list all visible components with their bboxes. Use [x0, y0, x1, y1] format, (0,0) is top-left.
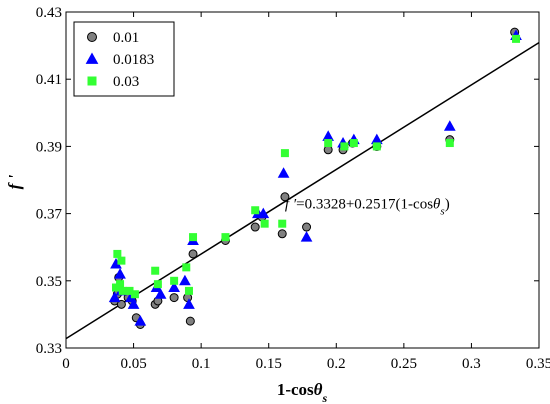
data-point [302, 222, 312, 232]
data-point [322, 130, 335, 141]
fit-equation-text: =0.3328+0.2517(1-cos [296, 197, 433, 213]
data-point [116, 299, 126, 309]
fit-equation-lhs: f ′ [285, 197, 297, 213]
data-point [512, 34, 521, 43]
legend-label: 0.03 [113, 74, 139, 90]
y-tick-label: 0.39 [36, 139, 62, 155]
y-tick-label: 0.41 [36, 72, 62, 88]
fit-equation-sub: s [440, 206, 444, 218]
data-point [117, 256, 126, 265]
data-point [372, 142, 381, 151]
legend-marker [85, 52, 99, 64]
data-point [108, 291, 121, 303]
legend-label: 0.01 [113, 30, 139, 46]
x-tick-label: 0.15 [256, 356, 282, 372]
data-point [151, 266, 160, 275]
data-point [112, 283, 121, 292]
data-point [443, 120, 456, 131]
data-point [118, 286, 127, 295]
data-point [277, 229, 287, 239]
x-tick-label: 0.05 [120, 356, 146, 372]
y-axis-label: f ' [5, 174, 24, 189]
y-tick-label: 0.33 [36, 341, 62, 357]
data-point [185, 316, 195, 326]
data-point [183, 298, 195, 309]
legend: 0.01 0.0183 0.03 [73, 21, 175, 97]
legend-marker [87, 76, 97, 86]
data-point [221, 233, 230, 242]
data-point [340, 142, 349, 151]
data-point [370, 133, 383, 145]
data-point [280, 149, 289, 158]
data-point [260, 219, 269, 228]
data-point [179, 274, 191, 286]
data-point [251, 206, 260, 215]
fit-line [65, 41, 540, 340]
data-point [189, 233, 198, 242]
data-point [445, 139, 454, 148]
fit-equation-annotation: f ′=0.3328+0.2517(1-cosθs) [285, 197, 450, 218]
data-point [250, 222, 260, 232]
data-point [280, 192, 290, 202]
legend-marker [87, 32, 97, 42]
y-tick-label: 0.43 [36, 5, 62, 21]
plot-area-frame [65, 11, 540, 349]
x-tick-label: 0.35 [526, 356, 550, 372]
x-axis-label-theta: θ [314, 380, 323, 399]
data-point [278, 219, 287, 228]
fit-equation-theta: θ [433, 197, 441, 213]
y-axis-ticks: 0.33 0.35 0.37 0.39 0.41 0.43 [36, 5, 539, 357]
data-point [154, 288, 167, 299]
y-tick-label: 0.37 [36, 207, 63, 223]
data-point [170, 276, 179, 285]
x-axis-ticks: 0 0.05 0.1 0.15 0.2 0.25 0.3 0.35 [62, 12, 550, 372]
data-point [153, 280, 162, 289]
data-points [108, 27, 522, 329]
x-tick-label: 0.2 [327, 356, 346, 372]
x-tick-label: 0.3 [462, 356, 481, 372]
data-point [182, 263, 191, 272]
data-point [188, 249, 198, 259]
x-axis-label: 1-cosθs [277, 380, 328, 404]
data-point [257, 207, 270, 219]
data-point [324, 139, 333, 148]
data-point [184, 286, 193, 295]
data-point [130, 290, 139, 299]
data-point [300, 231, 313, 242]
series-2 [108, 29, 522, 326]
data-point [349, 139, 358, 148]
data-point [114, 268, 126, 279]
legend-label: 0.0183 [113, 52, 154, 68]
data-point [169, 293, 179, 303]
data-point [277, 167, 290, 178]
x-tick-label: 0 [62, 356, 70, 372]
data-point [168, 281, 180, 293]
x-axis-label-sub: s [321, 391, 327, 404]
data-point [113, 249, 122, 258]
x-axis-label-main: 1-cos [277, 380, 314, 399]
y-tick-label: 0.35 [36, 274, 62, 290]
data-point [134, 315, 147, 326]
x-tick-label: 0.25 [391, 356, 417, 372]
series-3 [112, 34, 521, 299]
fit-equation-close: ) [445, 197, 450, 213]
data-point [127, 298, 140, 309]
x-tick-label: 0.1 [192, 356, 211, 372]
